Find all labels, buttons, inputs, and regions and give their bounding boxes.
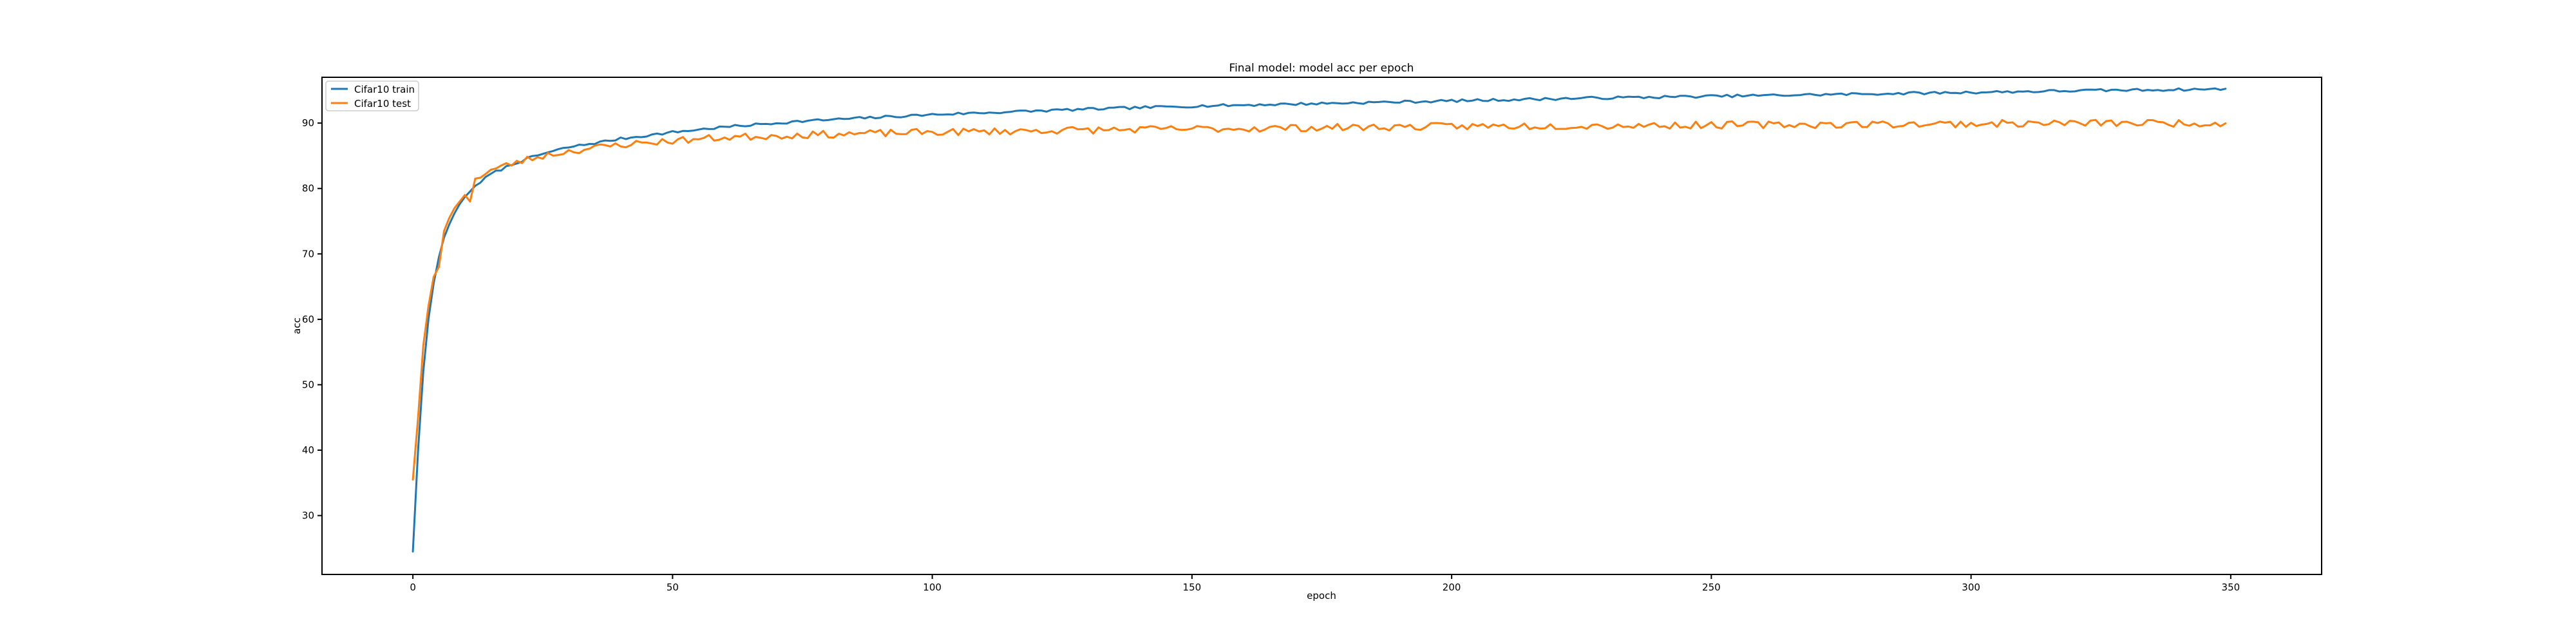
x-tick-label: 150	[1183, 582, 1202, 593]
y-axis-title: acc	[291, 317, 303, 334]
y-axis-ticks: 30 40 50 60 70 80 90	[302, 117, 322, 522]
x-tick-label: 250	[1702, 582, 1721, 593]
x-tick-label: 100	[923, 582, 942, 593]
y-tick-label: 90	[302, 117, 314, 129]
legend-box	[325, 80, 419, 111]
x-tick-label: 300	[1962, 582, 1980, 593]
x-tick-label: 0	[410, 582, 416, 593]
series-line-train	[412, 87, 2227, 553]
y-tick-label: 80	[302, 183, 314, 194]
x-tick-label: 50	[667, 582, 679, 593]
y-tick-label: 70	[302, 248, 314, 260]
series-line-test	[412, 118, 2227, 481]
chart-title: Final model: model acc per epoch	[1229, 62, 1414, 75]
x-axis-title: epoch	[1307, 590, 1336, 601]
x-tick-label: 200	[1443, 582, 1461, 593]
y-tick-label: 40	[302, 444, 314, 456]
series-layer	[412, 87, 2227, 553]
legend-label-train: Cifar10 train	[354, 84, 415, 95]
legend-label-test: Cifar10 test	[354, 98, 411, 109]
y-tick-label: 30	[302, 510, 314, 522]
legend: Cifar10 train Cifar10 test	[325, 80, 419, 111]
x-tick-label: 350	[2222, 582, 2240, 593]
plot-frame	[321, 77, 2322, 575]
y-tick-label: 60	[302, 314, 314, 325]
y-tick-label: 50	[302, 379, 314, 390]
x-axis-ticks: 0 50 100 150 200 250 300 350	[410, 574, 2240, 593]
